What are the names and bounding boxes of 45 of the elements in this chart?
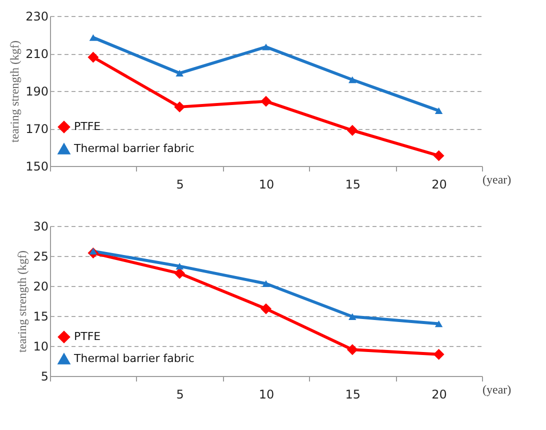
legend-label: PTFE: [74, 330, 101, 343]
x-tick-label: 5: [176, 388, 184, 402]
legend-label: Thermal barrier fabric: [73, 142, 194, 155]
y-tick-label: 5: [40, 370, 48, 384]
y-tick-label: 190: [26, 84, 48, 98]
point: [433, 348, 444, 360]
x-tick-label: 10: [258, 388, 274, 402]
point: [346, 124, 358, 136]
x-tick-label: 20: [432, 388, 447, 402]
point: [348, 313, 356, 320]
point: [88, 52, 99, 63]
point: [176, 70, 184, 77]
y-tick-label: 30: [33, 220, 48, 234]
point: [434, 320, 443, 328]
point: [260, 96, 272, 107]
x-tick-label: 15: [345, 388, 361, 402]
x-axis-title: (year): [482, 172, 512, 186]
x-axis-title: (year): [482, 382, 512, 396]
y-tick-label: 25: [33, 250, 48, 264]
point: [176, 262, 184, 270]
legend-label: PTFE: [74, 120, 101, 133]
y-tick-label: 20: [33, 280, 48, 294]
x-tick-label: 15: [345, 178, 361, 192]
y-tick-label: 230: [26, 10, 48, 24]
point: [433, 150, 444, 162]
y-axis-title: tearing strength (kgf): [8, 40, 22, 142]
y-tick-label: 10: [33, 340, 48, 354]
point: [262, 44, 270, 50]
point: [174, 101, 186, 112]
point: [346, 344, 358, 356]
x-tick-label: 5: [176, 178, 184, 192]
y-tick-label: 15: [33, 310, 48, 324]
x-tick-label: 20: [432, 178, 447, 192]
point: [89, 248, 98, 255]
point: [260, 303, 272, 314]
y-axis-title: tearing strength (kgf): [15, 250, 30, 352]
point: [434, 107, 443, 114]
y-tick-label: 210: [26, 47, 48, 61]
x-tick-label: 10: [258, 178, 274, 192]
y-tick-label: 150: [26, 160, 48, 174]
point: [348, 76, 356, 84]
point: [262, 280, 270, 287]
legend-label: Thermal barrier fabric: [73, 352, 194, 365]
point: [89, 34, 98, 41]
y-tick-label: 170: [26, 122, 48, 136]
